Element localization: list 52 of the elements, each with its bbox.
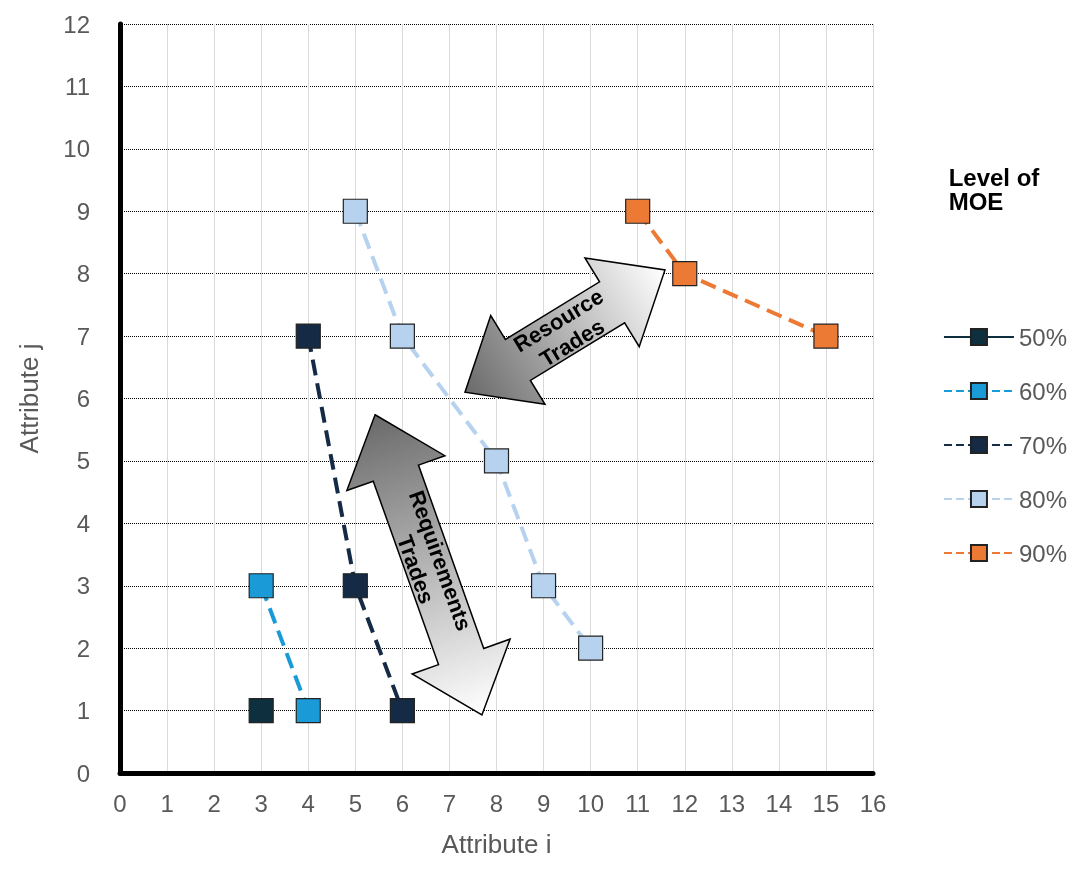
x-tick-label: 6 xyxy=(395,789,410,817)
x-tick-label: 10 xyxy=(577,789,604,817)
y-tick-label: 9 xyxy=(76,197,90,225)
x-tick-label: 3 xyxy=(254,789,268,817)
y-tick-label: 4 xyxy=(76,509,90,537)
point xyxy=(483,448,510,474)
point xyxy=(295,323,321,349)
y-axis-title: Attribute j xyxy=(14,343,44,454)
point xyxy=(813,323,839,349)
legend-label: 70% xyxy=(1018,431,1068,459)
x-tick-label: 11 xyxy=(625,789,651,817)
point xyxy=(625,198,651,224)
point xyxy=(295,697,321,724)
y-tick-label: 5 xyxy=(76,447,90,475)
x-tick-label: 1 xyxy=(160,789,174,817)
x-tick-label: 4 xyxy=(301,789,315,817)
x-tick-label: 2 xyxy=(207,789,221,817)
legend-label: 80% xyxy=(1018,485,1068,513)
y-tick-label: 12 xyxy=(63,10,90,38)
x-tick-label: 16 xyxy=(859,789,887,817)
x-tick-label: 13 xyxy=(718,789,746,817)
x-tick-label: 0 xyxy=(113,789,127,817)
y-tick-label: 3 xyxy=(76,572,90,600)
y-tick-label: 6 xyxy=(76,385,90,412)
legend-label: 90% xyxy=(1018,539,1068,567)
y-tick-label: 11 xyxy=(65,72,90,100)
point xyxy=(248,697,274,724)
point xyxy=(672,261,698,287)
x-tick-label: 12 xyxy=(671,789,699,817)
y-tick-label: 0 xyxy=(76,759,90,787)
point xyxy=(342,573,368,599)
point xyxy=(389,697,415,724)
legend-label: 50% xyxy=(1018,323,1068,351)
x-tick-label: 15 xyxy=(812,789,840,817)
point xyxy=(248,573,274,599)
x-tick-label: 14 xyxy=(765,789,793,817)
x-tick-label: 8 xyxy=(489,789,504,817)
y-tick-label: 2 xyxy=(76,634,90,662)
x-axis-title: Attribute i xyxy=(441,829,552,859)
y-tick-label: 8 xyxy=(76,260,90,288)
x-tick-label: 7 xyxy=(442,789,457,817)
point xyxy=(578,635,604,661)
y-tick-label: 1 xyxy=(76,697,90,725)
point xyxy=(389,323,415,349)
y-tick-label: 10 xyxy=(63,135,90,163)
point xyxy=(530,573,557,599)
y-tick-label: 7 xyxy=(76,322,90,350)
point xyxy=(342,198,368,224)
legend-title: Level of MOE xyxy=(948,163,1046,215)
legend-label: 60% xyxy=(1018,377,1068,405)
x-tick-label: 9 xyxy=(536,789,551,817)
x-tick-label: 5 xyxy=(348,789,362,817)
